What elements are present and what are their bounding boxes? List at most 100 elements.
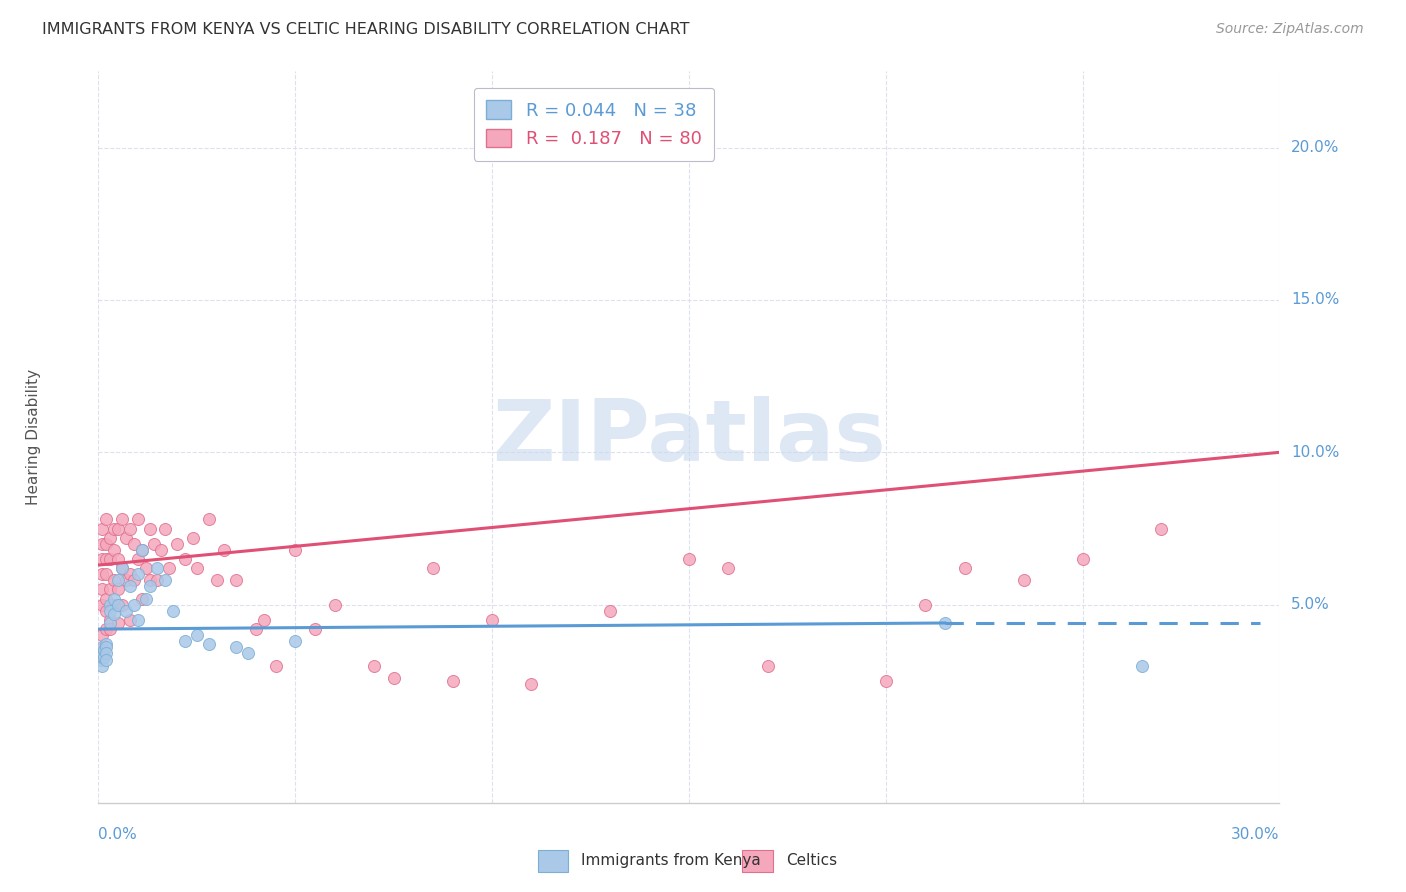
- Point: [138, 574, 160, 588]
- Point: [118, 521, 141, 535]
- Point: [186, 628, 208, 642]
- Point: [914, 598, 936, 612]
- Point: [98, 604, 121, 618]
- Point: [363, 658, 385, 673]
- Point: [953, 561, 976, 575]
- Point: [520, 677, 543, 691]
- Point: [98, 615, 121, 630]
- Point: [107, 582, 129, 597]
- Point: [98, 582, 121, 597]
- Point: [225, 574, 247, 588]
- Point: [441, 673, 464, 688]
- Point: [89, 652, 111, 666]
- Point: [138, 521, 160, 535]
- Point: [96, 604, 118, 618]
- Text: 10.0%: 10.0%: [1291, 445, 1340, 459]
- Point: [205, 574, 228, 588]
- Point: [91, 521, 114, 535]
- Text: Celtics: Celtics: [786, 854, 837, 868]
- Text: ZIPatlas: ZIPatlas: [492, 395, 886, 479]
- Point: [166, 537, 188, 551]
- Point: [174, 634, 197, 648]
- Text: 5.0%: 5.0%: [1291, 598, 1330, 612]
- Point: [111, 561, 134, 575]
- Bar: [537, 849, 568, 872]
- Point: [135, 561, 157, 575]
- Point: [93, 649, 115, 664]
- Point: [98, 613, 121, 627]
- Text: Immigrants from Kenya: Immigrants from Kenya: [581, 854, 761, 868]
- Point: [323, 598, 346, 612]
- Point: [225, 640, 247, 655]
- Point: [1150, 521, 1173, 535]
- Text: 20.0%: 20.0%: [1291, 140, 1340, 155]
- Point: [150, 542, 173, 557]
- Point: [107, 552, 129, 566]
- Point: [118, 613, 141, 627]
- Point: [103, 574, 125, 588]
- Point: [96, 652, 118, 666]
- Point: [91, 552, 114, 566]
- Point: [146, 561, 169, 575]
- Point: [98, 598, 121, 612]
- Point: [264, 658, 287, 673]
- Point: [103, 591, 125, 606]
- Point: [127, 512, 149, 526]
- Point: [481, 613, 503, 627]
- Point: [89, 643, 111, 657]
- Point: [1130, 658, 1153, 673]
- Text: 15.0%: 15.0%: [1291, 293, 1340, 308]
- Point: [107, 521, 129, 535]
- Point: [96, 567, 118, 582]
- Point: [96, 552, 118, 566]
- Point: [91, 537, 114, 551]
- Point: [93, 643, 115, 657]
- Point: [98, 531, 121, 545]
- Point: [174, 552, 197, 566]
- Point: [284, 634, 307, 648]
- Point: [155, 574, 177, 588]
- Point: [96, 591, 118, 606]
- Point: [155, 521, 177, 535]
- Point: [197, 637, 219, 651]
- Text: 30.0%: 30.0%: [1232, 827, 1279, 842]
- Point: [96, 640, 118, 655]
- Point: [118, 567, 141, 582]
- Point: [186, 561, 208, 575]
- Point: [253, 613, 276, 627]
- Point: [127, 567, 149, 582]
- Legend: R = 0.044   N = 38, R =  0.187   N = 80: R = 0.044 N = 38, R = 0.187 N = 80: [474, 87, 714, 161]
- Point: [131, 542, 153, 557]
- Point: [131, 591, 153, 606]
- Point: [91, 582, 114, 597]
- Point: [122, 598, 145, 612]
- Point: [91, 640, 114, 655]
- Point: [107, 615, 129, 630]
- Point: [197, 512, 219, 526]
- Point: [142, 537, 165, 551]
- Point: [111, 561, 134, 575]
- Point: [91, 567, 114, 582]
- Point: [875, 673, 897, 688]
- Point: [181, 531, 204, 545]
- Point: [122, 574, 145, 588]
- Point: [96, 512, 118, 526]
- Point: [236, 647, 259, 661]
- Point: [146, 574, 169, 588]
- Point: [98, 552, 121, 566]
- Point: [107, 598, 129, 612]
- Point: [115, 574, 138, 588]
- Point: [382, 671, 405, 685]
- Point: [98, 622, 121, 636]
- Point: [91, 647, 114, 661]
- Text: 0.0%: 0.0%: [98, 827, 138, 842]
- Point: [1071, 552, 1094, 566]
- Point: [138, 579, 160, 593]
- Point: [115, 531, 138, 545]
- Bar: [742, 849, 773, 872]
- Point: [127, 613, 149, 627]
- Point: [111, 512, 134, 526]
- Point: [599, 604, 621, 618]
- Point: [717, 561, 740, 575]
- Point: [122, 537, 145, 551]
